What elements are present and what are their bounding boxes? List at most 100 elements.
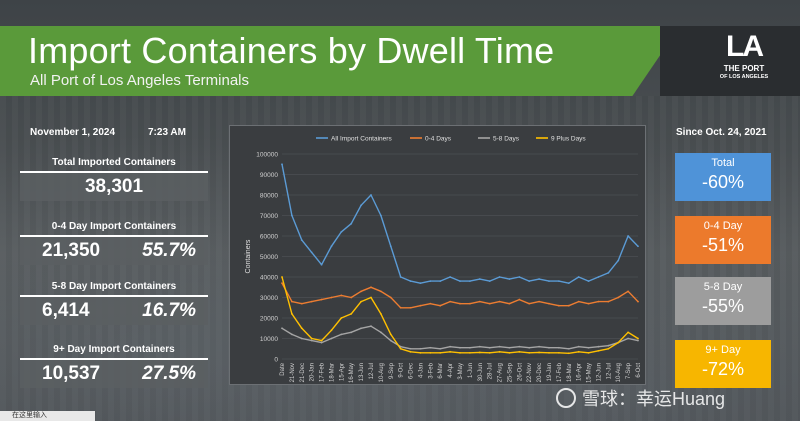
data-point [399, 306, 402, 309]
x-tick-label: Date [280, 362, 286, 375]
data-point [330, 337, 333, 340]
data-point [409, 347, 412, 350]
data-point [508, 351, 511, 354]
data-point [409, 306, 412, 309]
x-tick-label: 30-Jun [478, 363, 484, 381]
data-point [340, 333, 343, 336]
data-point [429, 351, 432, 354]
data-point [370, 194, 372, 196]
data-point [360, 204, 363, 207]
page-subtitle: All Port of Los Angeles Terminals [30, 72, 250, 89]
data-point [557, 351, 560, 354]
data-point [468, 346, 471, 349]
chart-svg: 0 10000 20000 30000 40000 50000 60000 70000 8000… [245, 136, 642, 384]
data-point [468, 302, 471, 305]
x-tick-label: 15-May [587, 363, 593, 383]
data-point [577, 350, 580, 353]
x-tick-label: 22-Nov [527, 363, 533, 382]
data-point [300, 327, 303, 330]
legend-entry: All Import Containers [331, 136, 392, 143]
x-tick-label: 25-Sep [507, 362, 513, 382]
data-point [340, 317, 343, 319]
data-point [360, 290, 363, 293]
data-point [508, 302, 511, 305]
x-tick-label: 12-Jun [596, 363, 602, 381]
change-0-4-day: 0-4 Day -51% [675, 216, 771, 264]
stat-box: 6,414 16.7% [20, 297, 208, 325]
x-tick-label: 9-Oct [399, 363, 405, 378]
header-logo-panel [660, 26, 800, 96]
taskbar-search[interactable]: 在这里输入 [0, 411, 95, 421]
data-point [617, 296, 620, 299]
data-point [627, 331, 630, 334]
data-point [607, 347, 610, 350]
y-tick-label: 50000 [260, 254, 278, 261]
data-point [459, 351, 461, 354]
x-tick-label: 12-Jul [606, 363, 612, 379]
data-point [577, 276, 580, 278]
data-point [379, 331, 382, 334]
x-tick-label: 13-Jun [359, 363, 365, 381]
data-point [538, 345, 541, 348]
stat-box: 38,301 [20, 173, 208, 201]
data-point [528, 351, 531, 354]
stat-label: Total Imported Containers [20, 157, 208, 173]
data-point [370, 286, 372, 289]
data-point [340, 294, 343, 297]
data-point [439, 280, 442, 282]
data-point [399, 276, 402, 278]
change-value: -60% [701, 172, 745, 192]
data-point [449, 345, 452, 348]
change-5-8-day: 5-8 Day -55% [675, 277, 771, 325]
x-tick-label: 6-Dec [409, 363, 415, 379]
data-point [587, 351, 590, 354]
data-point [389, 339, 392, 342]
x-tick-label: 6-Mar [438, 363, 444, 379]
change-9plus-day: 9+ Day -72% [675, 340, 771, 388]
data-point [577, 345, 580, 348]
data-point [409, 280, 412, 282]
watermark-text: 雪球：幸运Huang [582, 389, 726, 409]
data-point [577, 300, 580, 303]
change-value: -55% [701, 296, 745, 316]
data-point [637, 245, 639, 248]
data-point [488, 351, 491, 354]
data-point [488, 346, 491, 349]
data-point [429, 302, 432, 305]
data-point [419, 282, 422, 285]
data-point [617, 259, 620, 262]
data-point [637, 339, 639, 342]
x-tick-label: 28-Jul [488, 363, 494, 379]
snowball-icon [556, 388, 576, 409]
x-tick-label: 4-Apr [448, 363, 454, 378]
logo-mark: LA [726, 30, 764, 63]
data-point [399, 347, 402, 350]
x-tick-label: 9-Sep [389, 362, 395, 379]
data-point [370, 325, 372, 328]
x-tick-label: 21-Nov [290, 363, 296, 382]
x-tick-label: 20-Dec [537, 363, 543, 382]
x-tick-label: 1-Jun [468, 363, 474, 378]
data-point [587, 302, 590, 305]
stat-label: 9+ Day Import Containers [20, 344, 208, 360]
data-point [518, 298, 521, 301]
data-point [538, 351, 541, 354]
data-point [281, 276, 283, 278]
change-total: Total -60% [675, 153, 771, 201]
data-point [627, 235, 630, 237]
data-point [350, 331, 353, 334]
data-point [567, 282, 570, 285]
stat-value: 21,350 [42, 240, 101, 261]
header-band [0, 26, 680, 96]
data-point [557, 280, 560, 282]
data-point [478, 351, 481, 354]
data-point [290, 313, 293, 315]
data-point [587, 280, 590, 282]
data-point [330, 245, 333, 248]
data-point [281, 163, 283, 166]
logo-line2: OF LOS ANGELES [719, 74, 769, 80]
data-point [350, 222, 353, 225]
data-point [607, 300, 610, 303]
data-point [350, 296, 353, 299]
legend-entry: 9 Plus Days [551, 136, 586, 143]
